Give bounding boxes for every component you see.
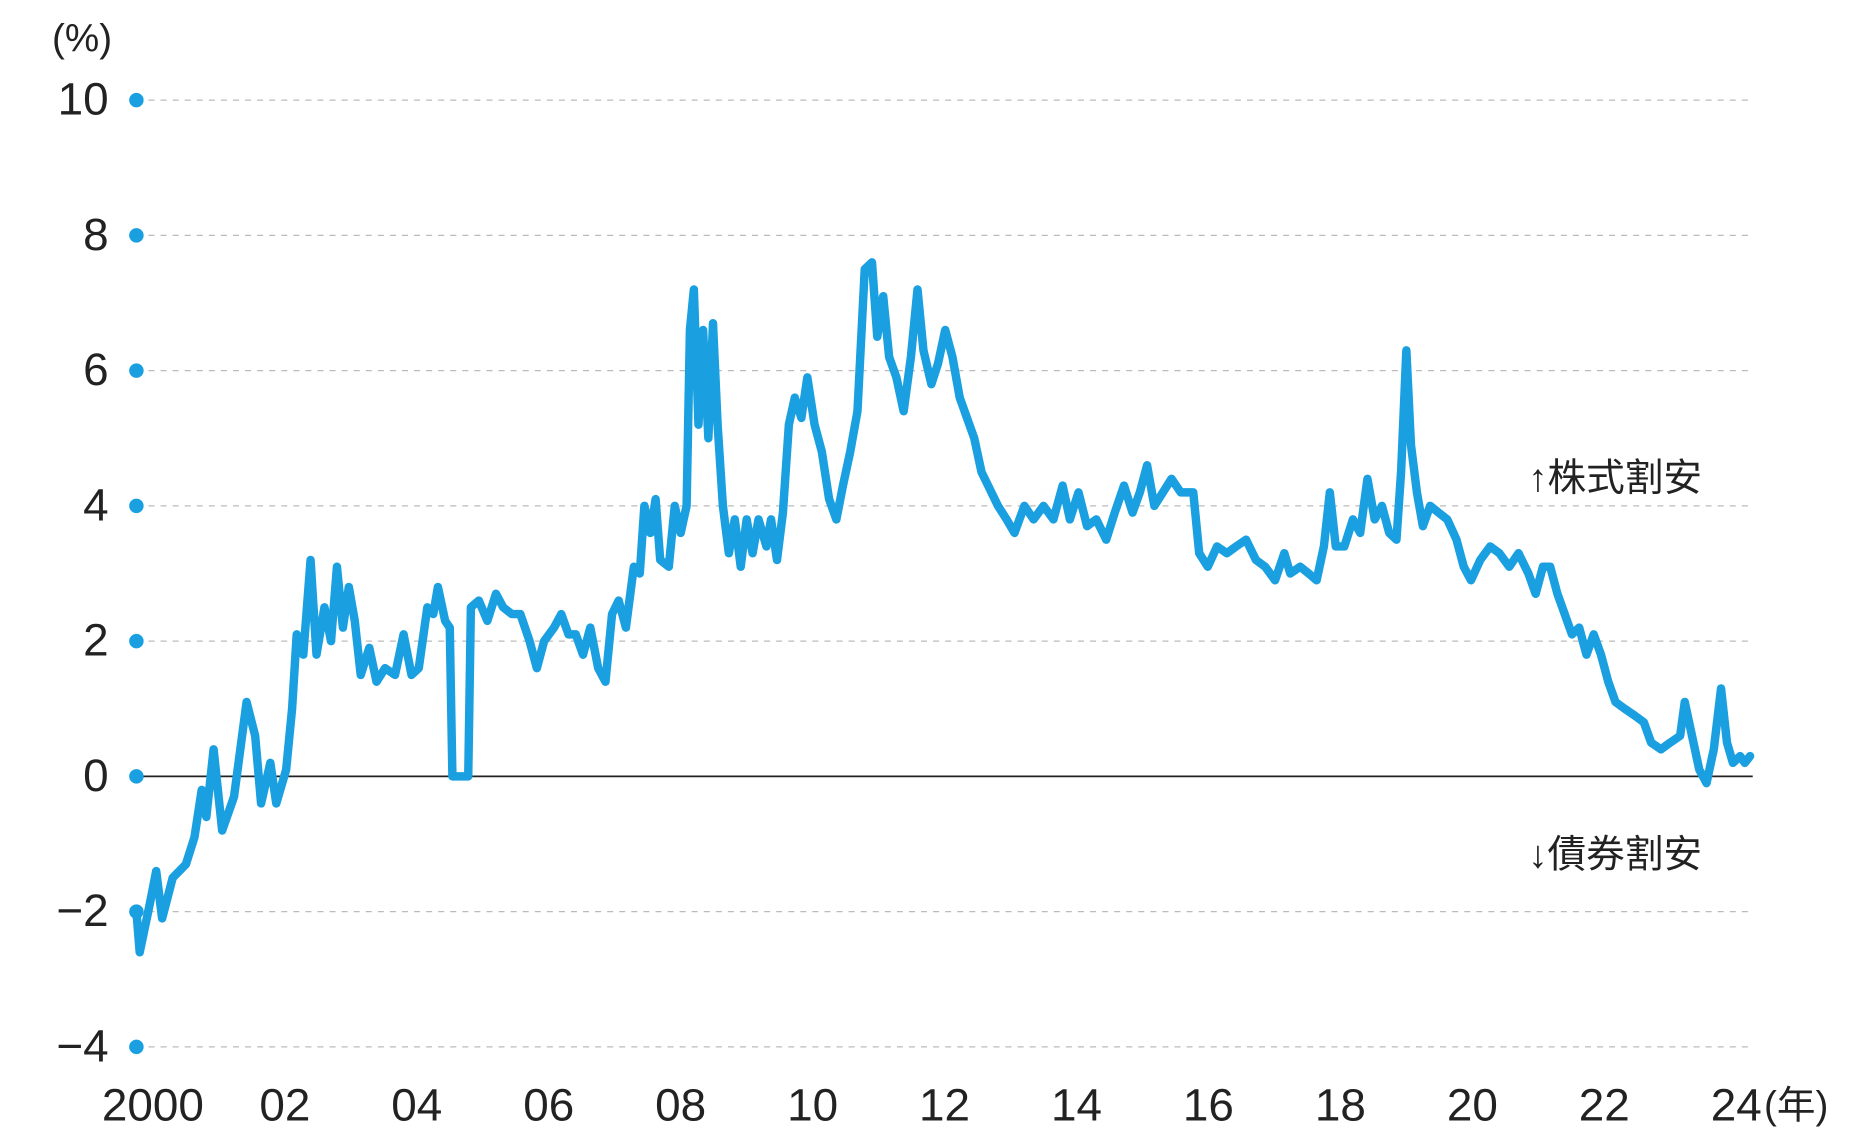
x-tick-label: 02 [259, 1078, 310, 1130]
y-tick-label: 8 [83, 208, 109, 260]
y-tick-label: 10 [58, 73, 109, 125]
y-tick-label: 4 [83, 478, 109, 530]
data-line [132, 258, 1755, 957]
x-unit: (年) [1764, 1084, 1828, 1127]
x-tick-label: 16 [1183, 1078, 1234, 1130]
y-tick-label: 6 [83, 343, 109, 395]
y-tick-label: −2 [56, 884, 108, 936]
x-tick-label: 20 [1447, 1078, 1498, 1130]
tick-dot [129, 363, 144, 378]
tick-dot [129, 769, 144, 784]
y-unit: (%) [52, 17, 112, 60]
tick-dot [129, 633, 144, 649]
annotation: ↓債券割安 [1528, 833, 1702, 876]
tick-dot [129, 228, 144, 243]
tick-dot [129, 1039, 144, 1055]
x-tick-label: 2000 [102, 1078, 204, 1130]
x-tick-label: 22 [1579, 1078, 1630, 1130]
x-tick-label: 08 [655, 1078, 706, 1130]
x-tick-label: 04 [391, 1078, 442, 1130]
x-tick-label: 24 [1711, 1078, 1762, 1130]
x-tick-label: 18 [1315, 1078, 1366, 1130]
annotation: ↑株式割安 [1528, 457, 1702, 500]
y-tick-label: 2 [83, 614, 109, 666]
y-tick-label: 0 [83, 749, 109, 801]
x-tick-label: 06 [523, 1078, 574, 1130]
y-tick-label: −4 [56, 1019, 108, 1071]
tick-dot [129, 498, 144, 514]
x-tick-label: 12 [919, 1078, 970, 1130]
x-tick-label: 14 [1051, 1078, 1102, 1130]
tick-dot [129, 92, 144, 108]
x-tick-label: 10 [787, 1078, 838, 1130]
